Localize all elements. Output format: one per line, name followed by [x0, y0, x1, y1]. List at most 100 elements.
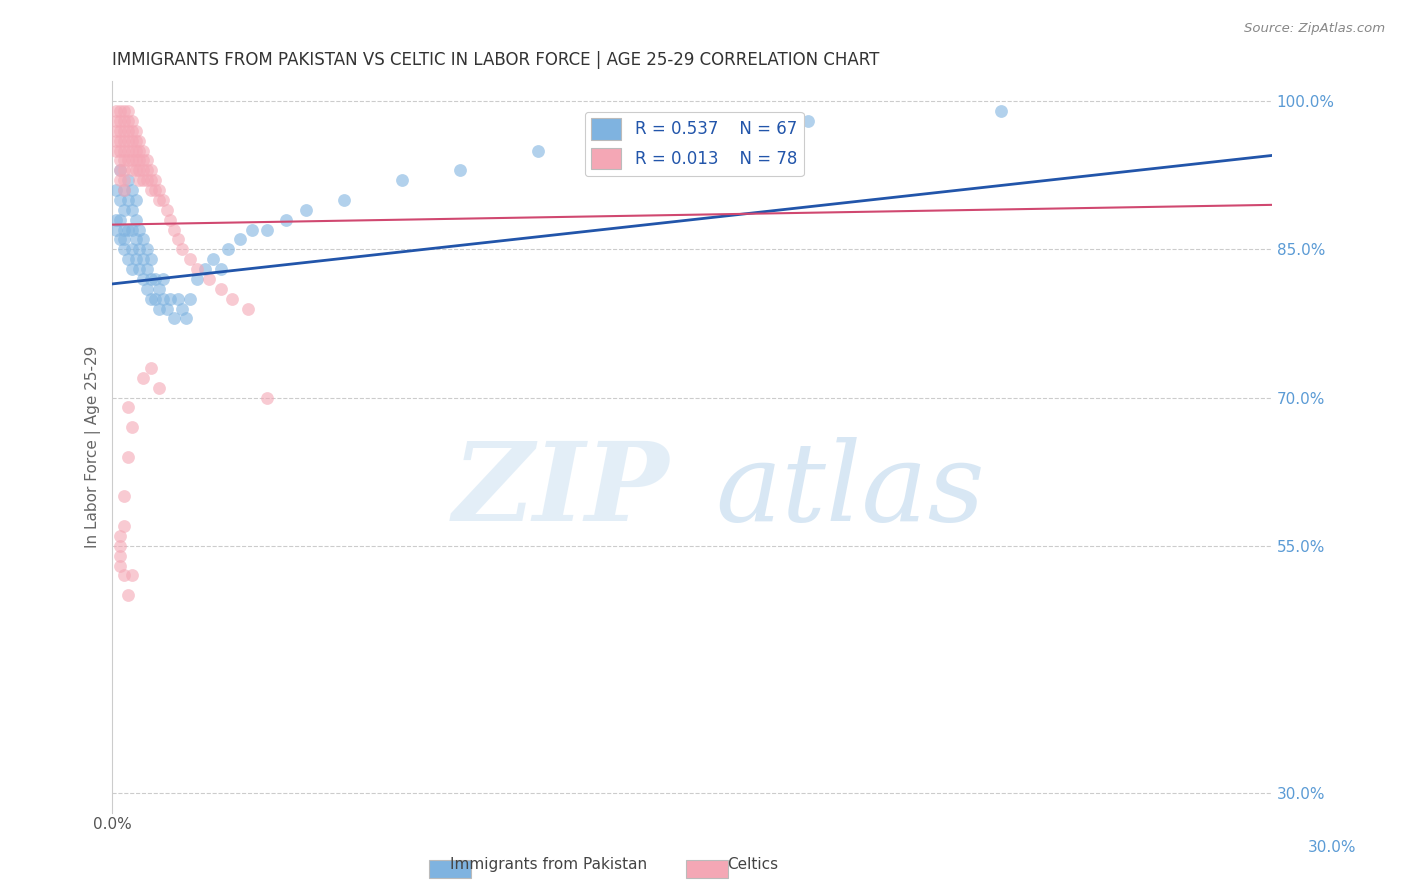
Point [117, 588, 139, 602]
Point [121, 134, 143, 148]
Point [108, 163, 131, 178]
Point [121, 420, 143, 434]
Point [121, 222, 143, 236]
Point [108, 549, 131, 563]
Point [990, 103, 1012, 118]
Point [117, 153, 139, 168]
Point [124, 212, 146, 227]
Point [124, 134, 146, 148]
Point [112, 114, 135, 128]
Point [124, 144, 146, 158]
Point [105, 222, 128, 236]
Point [170, 301, 193, 316]
Point [276, 212, 298, 227]
Point [209, 282, 232, 296]
Point [152, 193, 174, 207]
Point [117, 134, 139, 148]
Point [112, 134, 135, 148]
Point [108, 232, 131, 246]
Point [128, 173, 150, 187]
Point [117, 252, 139, 267]
Point [117, 450, 139, 464]
Point [121, 568, 143, 582]
Point [112, 489, 135, 503]
Point [121, 183, 143, 197]
Point [643, 124, 665, 138]
Point [108, 153, 131, 168]
Point [148, 301, 170, 316]
Point [112, 144, 135, 158]
Point [105, 124, 128, 138]
Point [136, 282, 159, 296]
Point [136, 262, 159, 277]
Point [117, 222, 139, 236]
Point [112, 124, 135, 138]
Point [108, 193, 131, 207]
Text: IMMIGRANTS FROM PAKISTAN VS CELTIC IN LABOR FORCE | AGE 25-29 CORRELATION CHART: IMMIGRANTS FROM PAKISTAN VS CELTIC IN LA… [112, 51, 880, 69]
Point [209, 262, 232, 277]
Point [128, 134, 150, 148]
Point [128, 163, 150, 178]
Point [163, 222, 186, 236]
Point [112, 183, 135, 197]
Point [139, 163, 162, 178]
Point [136, 163, 159, 178]
Point [179, 252, 201, 267]
Point [240, 222, 263, 236]
Text: atlas: atlas [716, 437, 986, 544]
Point [105, 144, 128, 158]
Point [163, 311, 186, 326]
Point [112, 153, 135, 168]
Point [121, 202, 143, 217]
Point [108, 529, 131, 543]
Point [117, 124, 139, 138]
Point [217, 243, 239, 257]
Point [797, 114, 820, 128]
Point [121, 114, 143, 128]
Point [105, 212, 128, 227]
Point [139, 173, 162, 187]
Point [105, 114, 128, 128]
Point [108, 103, 131, 118]
Point [128, 243, 150, 257]
Point [132, 371, 155, 385]
Point [128, 153, 150, 168]
Text: ZIP: ZIP [453, 437, 669, 544]
Point [112, 103, 135, 118]
Point [148, 183, 170, 197]
Point [108, 124, 131, 138]
Point [194, 262, 217, 277]
Point [449, 163, 471, 178]
Point [128, 262, 150, 277]
Point [108, 163, 131, 178]
Point [132, 163, 155, 178]
Point [132, 272, 155, 286]
Legend: R = 0.537    N = 67, R = 0.013    N = 78: R = 0.537 N = 67, R = 0.013 N = 78 [585, 112, 804, 176]
Point [121, 144, 143, 158]
Point [143, 292, 166, 306]
Point [136, 173, 159, 187]
Point [132, 173, 155, 187]
Point [167, 292, 190, 306]
Point [112, 202, 135, 217]
Point [143, 183, 166, 197]
Point [124, 193, 146, 207]
Point [170, 243, 193, 257]
Point [294, 202, 316, 217]
Point [105, 103, 128, 118]
Point [179, 292, 201, 306]
Point [117, 193, 139, 207]
Point [256, 391, 278, 405]
Y-axis label: In Labor Force | Age 25-29: In Labor Force | Age 25-29 [86, 346, 101, 548]
Point [155, 202, 177, 217]
Point [124, 124, 146, 138]
Point [526, 144, 548, 158]
Point [186, 262, 208, 277]
Point [117, 401, 139, 415]
Point [132, 153, 155, 168]
Point [112, 232, 135, 246]
Point [105, 183, 128, 197]
Point [139, 360, 162, 375]
Point [229, 232, 252, 246]
Point [139, 183, 162, 197]
